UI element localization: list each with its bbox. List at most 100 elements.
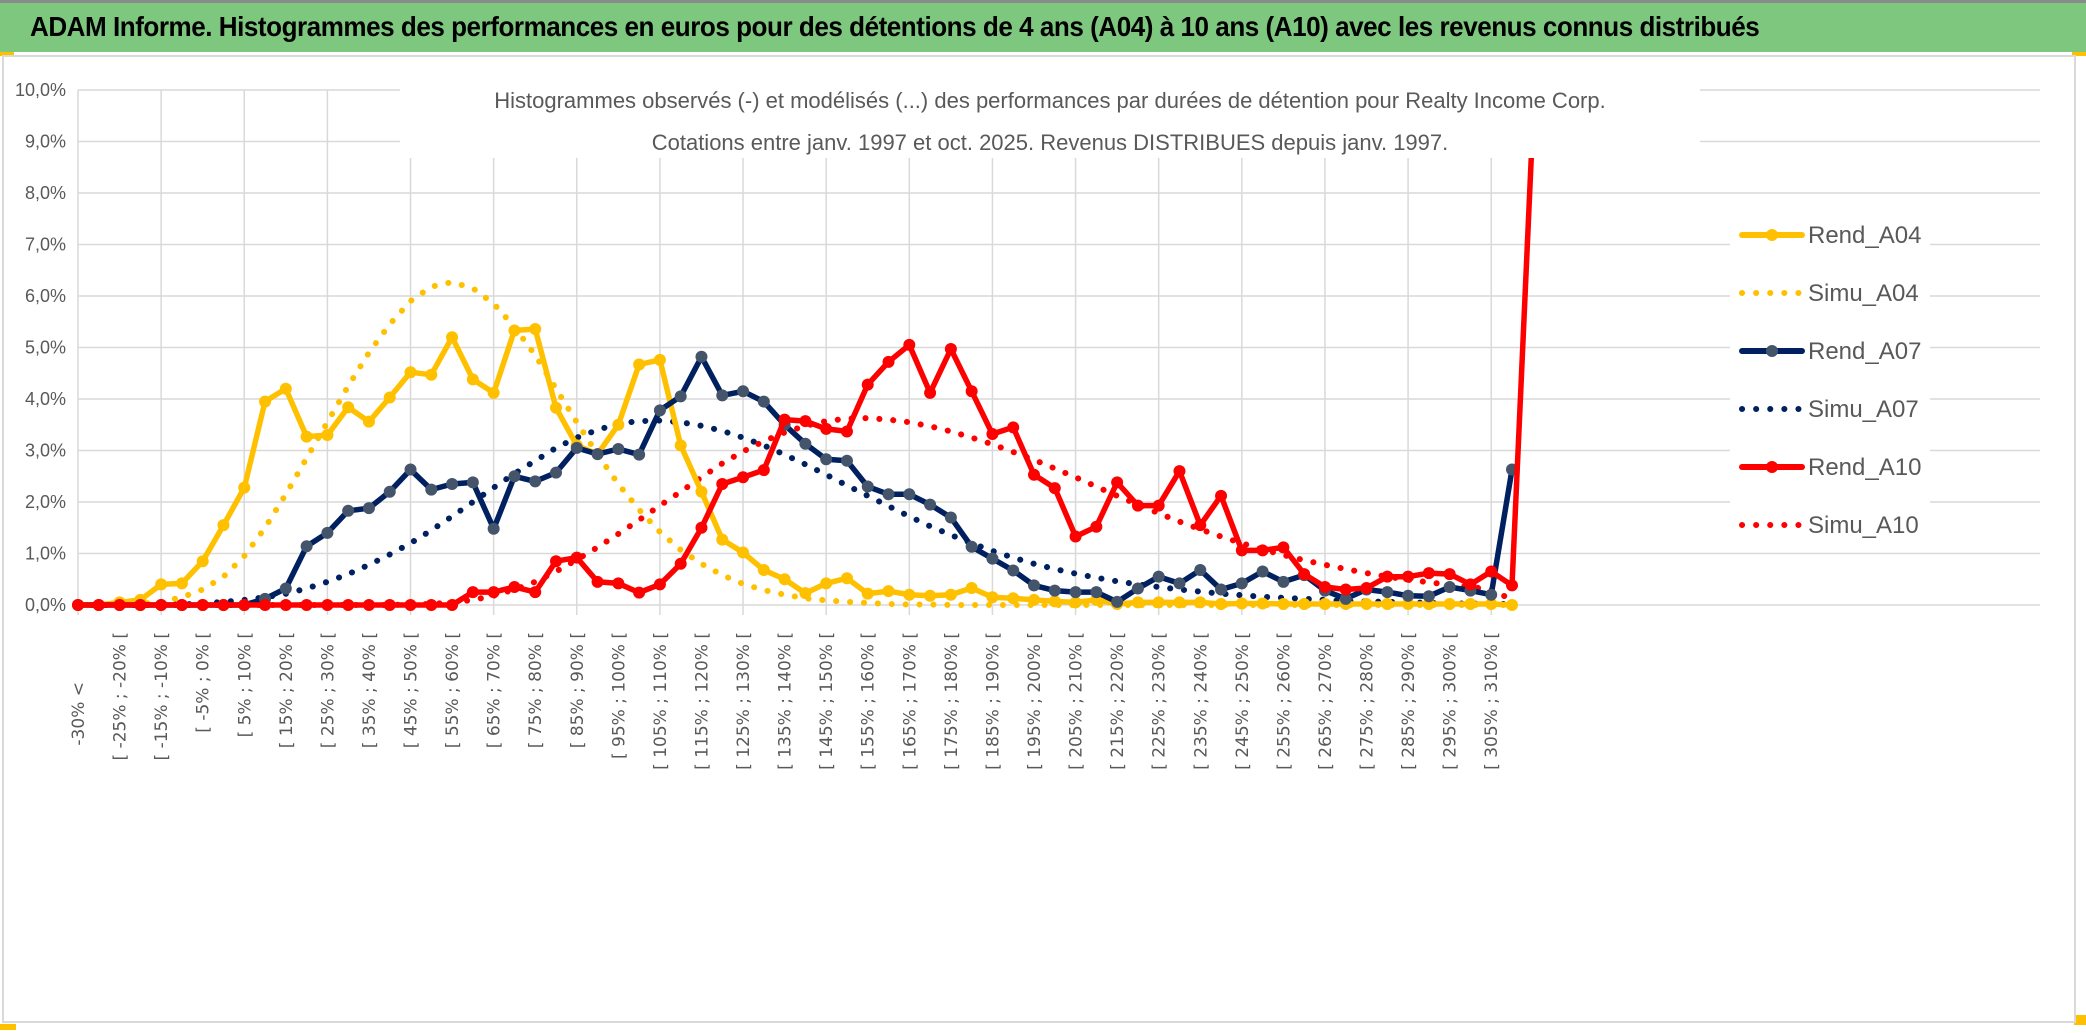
y-tick-label: 2,0% <box>25 492 66 512</box>
data-point <box>1007 592 1020 605</box>
x-tick-label: [ 225% ; 230% [ <box>1150 632 1170 770</box>
series-line-Rend_A10 <box>78 123 1536 608</box>
data-point <box>861 378 874 391</box>
legend-item: Rend_A07 <box>1739 338 1921 365</box>
data-point <box>508 580 521 593</box>
data-point <box>778 573 791 586</box>
data-point <box>529 586 542 599</box>
x-tick-label: [ 125% ; 130% [ <box>734 632 754 770</box>
data-point <box>321 599 334 611</box>
data-point <box>1173 577 1186 590</box>
data-point <box>72 599 84 611</box>
data-point <box>550 466 562 479</box>
x-tick-label: [ 245% ; 250% [ <box>1233 632 1253 770</box>
legend-label: Rend_A10 <box>1808 454 1921 481</box>
data-point <box>1485 565 1498 578</box>
data-point <box>259 395 272 408</box>
data-point <box>903 488 916 501</box>
data-point <box>840 425 853 438</box>
data-point <box>196 555 209 568</box>
data-point <box>342 401 355 414</box>
data-point <box>113 599 126 611</box>
data-point <box>1131 596 1144 609</box>
data-point <box>1111 595 1124 608</box>
data-point <box>362 599 375 611</box>
data-point <box>279 382 292 395</box>
data-point <box>1256 565 1269 578</box>
data-point <box>446 599 459 611</box>
data-point <box>217 599 230 611</box>
x-tick-label: [ 115% ; 120% [ <box>692 632 712 770</box>
data-point <box>944 588 957 601</box>
data-point <box>1506 599 1518 611</box>
data-point <box>1464 597 1477 610</box>
x-tick-label: [ 275% ; 280% [ <box>1358 632 1378 770</box>
chart-title: Histogrammes observés (-) et modélisés (… <box>494 88 1605 113</box>
series-line-Rend_A07 <box>78 354 1515 608</box>
data-point <box>653 404 666 417</box>
data-point <box>716 389 729 402</box>
data-point <box>861 587 874 600</box>
data-point <box>986 428 999 441</box>
legend-swatch-marker <box>1766 461 1778 473</box>
corner-accent <box>2072 52 2086 56</box>
data-point <box>737 471 750 484</box>
x-tick-label: [ -15% ; -10% [ <box>152 632 172 760</box>
y-tick-label: 1,0% <box>25 544 66 564</box>
data-point <box>196 599 209 611</box>
series-line-Rend_A04 <box>78 326 1513 608</box>
data-point <box>1277 597 1290 610</box>
data-point <box>1443 580 1456 593</box>
data-point <box>1402 589 1415 602</box>
x-tick-label: [ 45% ; 50% [ <box>402 632 422 748</box>
data-point <box>1090 586 1103 599</box>
data-point <box>944 511 957 524</box>
data-point <box>1090 520 1103 533</box>
data-point <box>840 572 853 585</box>
data-point <box>1131 582 1144 595</box>
data-point <box>1028 593 1040 606</box>
data-point <box>238 599 251 611</box>
x-tick-label: [ 85% ; 90% [ <box>568 632 588 748</box>
data-point <box>1360 582 1373 595</box>
data-point <box>425 599 438 611</box>
data-point <box>92 599 105 611</box>
y-tick-label: 5,0% <box>25 338 66 358</box>
data-point <box>965 582 978 595</box>
data-point <box>633 448 646 461</box>
data-point <box>1443 568 1456 581</box>
y-tick-label: 0,0% <box>25 595 66 615</box>
series-simu-a04 <box>75 279 1515 608</box>
corner-accent <box>0 52 14 56</box>
data-point <box>383 599 396 611</box>
data-point <box>1215 489 1228 502</box>
data-point <box>1028 468 1040 481</box>
data-point <box>633 358 646 371</box>
data-point <box>362 415 375 428</box>
data-point <box>529 475 542 488</box>
x-tick-label: [ 255% ; 260% [ <box>1274 632 1294 770</box>
data-point <box>1194 596 1207 609</box>
data-point <box>695 350 708 363</box>
data-point <box>1215 597 1228 610</box>
x-tick-label: [ 305% ; 310% [ <box>1482 632 1502 770</box>
data-point <box>487 586 500 599</box>
legend-item: Simu_A10 <box>1739 512 1919 539</box>
data-point <box>674 390 687 403</box>
data-point <box>217 519 230 532</box>
data-point <box>1215 583 1228 596</box>
data-point <box>757 464 770 477</box>
data-point <box>653 353 666 366</box>
data-point <box>1069 596 1082 609</box>
data-point <box>1152 596 1165 609</box>
data-point <box>820 422 833 435</box>
data-point <box>1381 586 1394 599</box>
data-point <box>633 586 646 599</box>
series-rend-a07 <box>72 350 1518 611</box>
data-point <box>903 338 916 351</box>
data-point <box>903 588 916 601</box>
data-point <box>508 470 521 483</box>
data-point <box>1318 597 1331 610</box>
legend-item: Rend_A04 <box>1739 222 1921 249</box>
data-point <box>965 540 978 553</box>
